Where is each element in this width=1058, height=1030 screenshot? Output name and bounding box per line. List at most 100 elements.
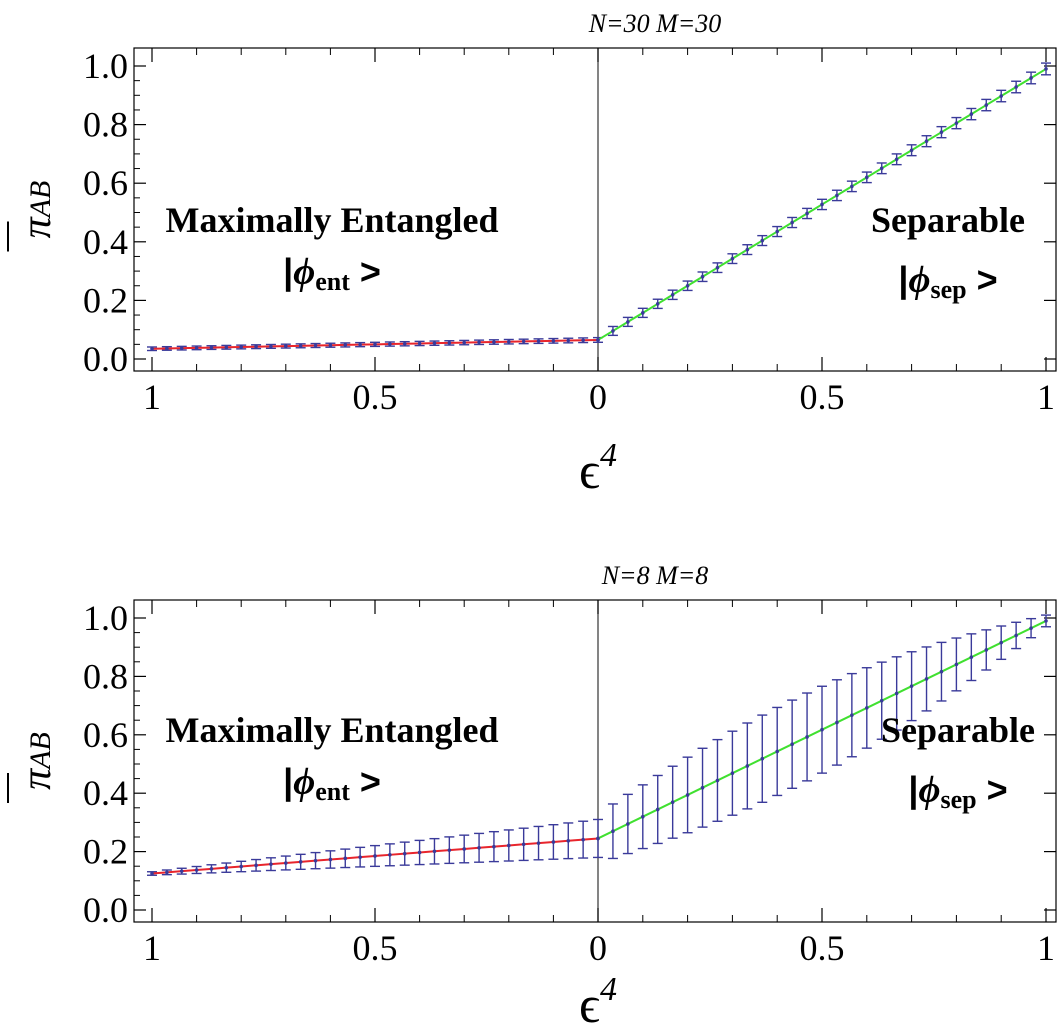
- ket-close: >: [977, 769, 1008, 810]
- data-point: [284, 861, 288, 865]
- y-tick-label: 0.4: [83, 773, 128, 813]
- data-point: [685, 793, 690, 797]
- data-point: [760, 756, 765, 761]
- data-point: [239, 345, 243, 349]
- data-point: [685, 283, 690, 288]
- data-point: [1014, 85, 1018, 89]
- data-point: [611, 829, 615, 834]
- x-axis-label: ϵ4: [579, 437, 617, 500]
- data-point: [909, 684, 914, 688]
- data-point: [521, 339, 526, 344]
- data-point: [254, 863, 258, 868]
- data-point: [850, 184, 854, 189]
- data-point: [328, 857, 333, 862]
- data-point: [179, 346, 184, 350]
- plot-frame: [133, 47, 1057, 372]
- annotation-separable-title: Separable: [881, 710, 1035, 750]
- data-point: [358, 855, 362, 859]
- data-point: [939, 130, 944, 134]
- data-point: [924, 139, 929, 144]
- y-label-subscript: AB: [24, 181, 57, 220]
- data-point: [670, 292, 675, 297]
- data-point: [388, 342, 392, 346]
- data-point: [462, 340, 467, 345]
- data-point: [775, 749, 779, 754]
- y-tick-label: 0.2: [83, 832, 128, 872]
- y-tick-label: 0.2: [83, 280, 128, 320]
- y-tick-label: 0.6: [83, 715, 128, 755]
- y-label-base: π: [14, 216, 60, 238]
- data-point: [388, 853, 392, 857]
- ket-subscript: sep: [940, 785, 976, 814]
- data-point: [1029, 626, 1033, 630]
- data-point: [641, 814, 645, 819]
- data-point: [313, 858, 318, 863]
- data-point: [447, 341, 452, 345]
- data-point: [402, 851, 407, 856]
- data-point: [745, 764, 750, 768]
- data-point: [298, 344, 303, 348]
- data-point: [790, 220, 794, 225]
- data-point: [194, 868, 199, 872]
- data-point: [373, 342, 377, 347]
- data-point: [879, 698, 884, 703]
- data-point: [209, 867, 214, 871]
- ket-phi-symbol: ϕ: [293, 761, 315, 803]
- data-point: [373, 854, 377, 858]
- annotation-entangled-title: Maximally Entangled: [165, 710, 498, 750]
- data-point: [1044, 67, 1048, 71]
- data-point: [239, 864, 243, 869]
- y-label-base: π: [14, 768, 60, 790]
- data-point: [194, 346, 199, 350]
- data-point: [790, 742, 794, 746]
- data-point: [835, 720, 839, 725]
- ket-close: >: [350, 761, 381, 802]
- data-point: [626, 320, 630, 324]
- data-point: [179, 869, 184, 873]
- data-point: [745, 247, 750, 252]
- data-point: [313, 343, 318, 348]
- data-point: [566, 838, 571, 843]
- data-point: [954, 662, 959, 667]
- data-point: [775, 229, 779, 234]
- data-point: [432, 341, 437, 345]
- data-point: [150, 871, 154, 876]
- x-label-exponent: 4: [600, 437, 617, 474]
- x-label-base: ϵ: [579, 443, 600, 500]
- data-point: [269, 862, 273, 866]
- data-point: [939, 669, 944, 674]
- x-tick-label: 1: [1037, 928, 1055, 968]
- data-point: [551, 840, 556, 844]
- data-point: [641, 311, 645, 315]
- data-point: [477, 340, 481, 345]
- ket-subscript: ent: [315, 267, 350, 296]
- x-tick-label: 1: [1037, 377, 1055, 417]
- data-point: [596, 338, 600, 342]
- data-point: [596, 836, 600, 841]
- data-point: [581, 837, 585, 842]
- data-point: [715, 265, 720, 270]
- ket-bar: |: [283, 761, 293, 803]
- y-tick-label: 1.0: [83, 598, 128, 638]
- data-point: [477, 846, 481, 850]
- data-point: [969, 112, 974, 116]
- y-axis-label: πAB: [14, 732, 60, 790]
- annotation-separable-title: Separable: [871, 200, 1025, 240]
- data-point: [835, 193, 839, 198]
- ket-bar: |: [908, 769, 918, 811]
- y-tick-label: 0.0: [83, 890, 128, 930]
- data-point: [507, 339, 511, 344]
- data-point: [984, 103, 989, 107]
- data-point: [655, 302, 660, 306]
- data-point: [865, 706, 869, 710]
- data-point: [1014, 633, 1018, 638]
- data-point: [269, 344, 273, 349]
- data-point: [820, 202, 824, 207]
- x-label-exponent: 4: [600, 971, 617, 1008]
- data-point: [865, 175, 869, 180]
- y-tick-label: 0.8: [83, 656, 128, 696]
- ket-entangled: |ϕent >: [283, 251, 381, 296]
- data-point: [492, 340, 496, 344]
- x-axis-label: ϵ4: [579, 971, 617, 1030]
- x-tick-label: 0.5: [353, 377, 398, 417]
